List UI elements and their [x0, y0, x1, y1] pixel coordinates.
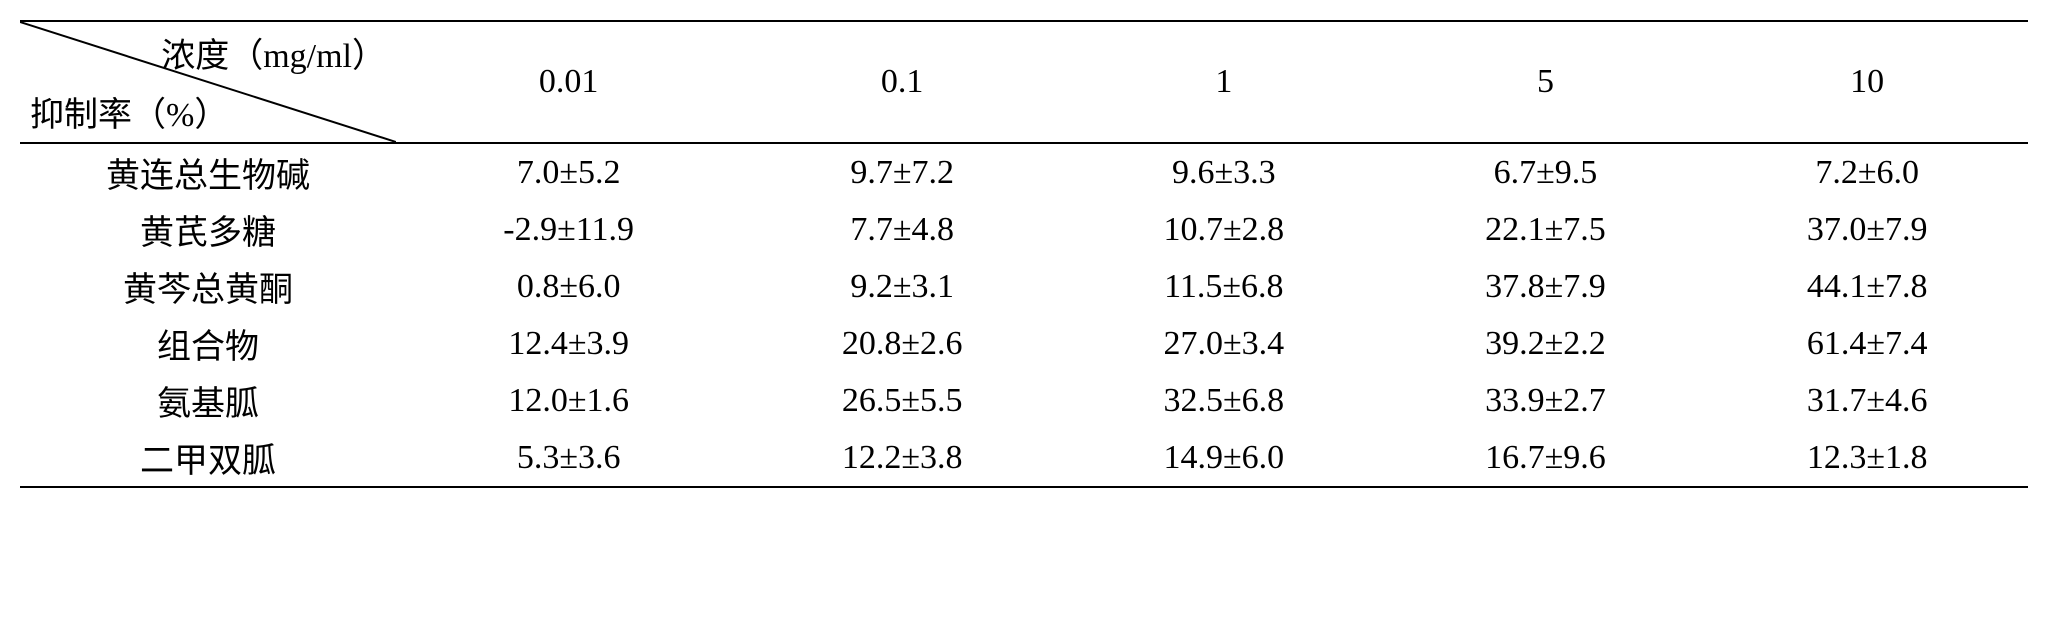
- cell: 26.5±5.5: [741, 372, 1063, 429]
- cell: 9.7±7.2: [741, 143, 1063, 201]
- cell: 27.0±3.4: [1063, 315, 1385, 372]
- cell: 10.7±2.8: [1063, 201, 1385, 258]
- diagonal-header-cell: 浓度（mg/ml） 抑制率（%）: [20, 21, 396, 143]
- cell: 11.5±6.8: [1063, 258, 1385, 315]
- row-label: 二甲双胍: [20, 429, 396, 487]
- table-row: 组合物 12.4±3.9 20.8±2.6 27.0±3.4 39.2±2.2 …: [20, 315, 2028, 372]
- table-row: 二甲双胍 5.3±3.6 12.2±3.8 14.9±6.0 16.7±9.6 …: [20, 429, 2028, 487]
- cell: 9.6±3.3: [1063, 143, 1385, 201]
- cell: 7.7±4.8: [741, 201, 1063, 258]
- cell: 20.8±2.6: [741, 315, 1063, 372]
- cell: 39.2±2.2: [1385, 315, 1707, 372]
- cell: 33.9±2.7: [1385, 372, 1707, 429]
- table-row: 黄连总生物碱 7.0±5.2 9.7±7.2 9.6±3.3 6.7±9.5 7…: [20, 143, 2028, 201]
- cell: 37.0±7.9: [1706, 201, 2028, 258]
- cell: 9.2±3.1: [741, 258, 1063, 315]
- header-diag-top: 浓度（mg/ml）: [161, 28, 386, 77]
- cell: 31.7±4.6: [1706, 372, 2028, 429]
- col-header-1: 0.1: [741, 21, 1063, 143]
- cell: 22.1±7.5: [1385, 201, 1707, 258]
- row-label: 黄芪多糖: [20, 201, 396, 258]
- data-table: 浓度（mg/ml） 抑制率（%） 0.01 0.1 1 5 10 黄连总生物碱 …: [20, 20, 2028, 488]
- cell: 61.4±7.4: [1706, 315, 2028, 372]
- cell: 12.3±1.8: [1706, 429, 2028, 487]
- cell: 5.3±3.6: [396, 429, 741, 487]
- table-row: 氨基胍 12.0±1.6 26.5±5.5 32.5±6.8 33.9±2.7 …: [20, 372, 2028, 429]
- table-row: 黄芪多糖 -2.9±11.9 7.7±4.8 10.7±2.8 22.1±7.5…: [20, 201, 2028, 258]
- table-row: 黄芩总黄酮 0.8±6.0 9.2±3.1 11.5±6.8 37.8±7.9 …: [20, 258, 2028, 315]
- table-body: 黄连总生物碱 7.0±5.2 9.7±7.2 9.6±3.3 6.7±9.5 7…: [20, 143, 2028, 487]
- cell: 12.0±1.6: [396, 372, 741, 429]
- col-header-3: 5: [1385, 21, 1707, 143]
- row-label: 黄芩总黄酮: [20, 258, 396, 315]
- cell: 37.8±7.9: [1385, 258, 1707, 315]
- cell: 12.4±3.9: [396, 315, 741, 372]
- col-header-0: 0.01: [396, 21, 741, 143]
- row-label: 组合物: [20, 315, 396, 372]
- col-header-2: 1: [1063, 21, 1385, 143]
- cell: 0.8±6.0: [396, 258, 741, 315]
- cell: 7.2±6.0: [1706, 143, 2028, 201]
- cell: 44.1±7.8: [1706, 258, 2028, 315]
- data-table-container: 浓度（mg/ml） 抑制率（%） 0.01 0.1 1 5 10 黄连总生物碱 …: [20, 20, 2028, 488]
- cell: 14.9±6.0: [1063, 429, 1385, 487]
- cell: 7.0±5.2: [396, 143, 741, 201]
- cell: 32.5±6.8: [1063, 372, 1385, 429]
- header-diag-bottom: 抑制率（%）: [30, 87, 228, 136]
- cell: 16.7±9.6: [1385, 429, 1707, 487]
- cell: 12.2±3.8: [741, 429, 1063, 487]
- cell: -2.9±11.9: [396, 201, 741, 258]
- row-label: 黄连总生物碱: [20, 143, 396, 201]
- col-header-4: 10: [1706, 21, 2028, 143]
- header-row: 浓度（mg/ml） 抑制率（%） 0.01 0.1 1 5 10: [20, 21, 2028, 143]
- row-label: 氨基胍: [20, 372, 396, 429]
- cell: 6.7±9.5: [1385, 143, 1707, 201]
